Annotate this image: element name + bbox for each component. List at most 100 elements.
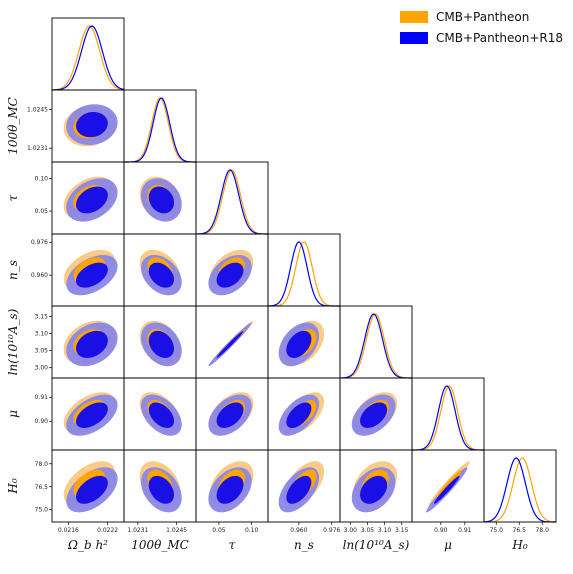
x-tick-label: 0.90: [434, 527, 448, 534]
x-tick-label: 0.05: [212, 527, 226, 534]
marginal-curve-cmb-pantheon-r18: [339, 313, 412, 379]
contour-68-cmb-pantheon-r18: [216, 475, 244, 504]
y-axis-label: μ: [6, 410, 20, 418]
panel-3-0: 0.960 0.976: [31, 233, 125, 307]
panel-4-3: [267, 305, 341, 379]
contours: [208, 249, 254, 296]
contours: [278, 392, 325, 436]
panel-4-0: 3.00 3.05 3.10 3.15: [35, 305, 125, 379]
legend-label: CMB+Pantheon+R18: [436, 30, 563, 45]
panel-4-1: [123, 305, 197, 379]
panel-3-2: [195, 233, 269, 307]
x-axis-label: n_s: [294, 538, 314, 552]
contours: [426, 461, 470, 513]
x-tick-label: 0.0216: [58, 527, 79, 534]
panel-1-1: [123, 89, 197, 163]
marginal-curve-cmb-pantheon-r18: [51, 25, 125, 91]
panel-6-4: 3.00 3.05 3.10 3.15: [339, 449, 413, 534]
panel-6-6: 75.0 76.5 78.0: [483, 449, 557, 534]
y-tick-label: 1.0231: [27, 145, 48, 152]
contour-68-cmb-pantheon-r18: [148, 475, 175, 504]
x-axis-label: H₀: [511, 538, 527, 552]
contours: [139, 320, 182, 367]
x-tick-label: 0.976: [323, 527, 340, 534]
marginal-curve-cmb-pantheon: [267, 241, 341, 307]
y-tick-label: 3.05: [35, 348, 49, 355]
contours: [139, 176, 182, 222]
panel-5-0: 0.90 0.91: [35, 377, 125, 451]
contour-68-cmb-pantheon-r18: [216, 330, 244, 358]
marginal-curve-cmb-pantheon: [51, 25, 125, 91]
y-tick-label: 3.10: [35, 330, 49, 337]
contours: [208, 320, 254, 367]
contours: [208, 461, 254, 513]
panel-0-0: [51, 17, 125, 91]
contours: [351, 461, 398, 513]
contour-68-cmb-pantheon-r18: [76, 111, 108, 138]
contours: [139, 461, 182, 513]
contours: [139, 392, 182, 436]
contours: [208, 392, 254, 436]
contour-68-cmb-pantheon-r18: [286, 475, 312, 504]
contours: [63, 320, 118, 367]
contours: [278, 320, 325, 367]
contour-68-cmb-pantheon-r18: [76, 402, 108, 428]
y-tick-label: 0.976: [31, 239, 48, 246]
contour-68-cmb-pantheon-r18: [76, 475, 108, 504]
contour-68-cmb-pantheon-r18: [76, 330, 108, 358]
y-tick-label: 1.0245: [27, 106, 48, 113]
contours: [63, 249, 118, 296]
panel-2-2: [195, 161, 269, 235]
panel-4-2: [195, 305, 269, 379]
x-tick-label: 78.0: [536, 527, 550, 534]
y-tick-label: 0.91: [35, 394, 49, 401]
marginal-curve-cmb-pantheon-r18: [124, 97, 197, 163]
legend-item-cmb-pantheon-r18: CMB+Pantheon+R18: [400, 27, 563, 48]
x-tick-label: 76.5: [513, 527, 527, 534]
y-tick-label: 0.10: [35, 175, 49, 182]
panel-1-0: 1.0231 1.0245: [27, 89, 125, 163]
marginal-curve-cmb-pantheon-r18: [195, 169, 268, 235]
legend-swatch-blue: [400, 31, 428, 44]
panel-5-1: [123, 377, 197, 451]
marginal-curve-cmb-pantheon: [483, 457, 557, 523]
x-tick-label: 0.10: [245, 527, 259, 534]
contours: [63, 392, 118, 436]
panel-6-1: 1.0231 1.0245: [123, 449, 197, 534]
panel-frame: [51, 17, 125, 91]
panel-6-0: 0.0216 0.0222 75.0 76.5 78.0: [35, 449, 125, 534]
contour-68-cmb-pantheon-r18: [76, 262, 108, 288]
legend: CMB+Pantheon CMB+Pantheon+R18: [400, 6, 563, 48]
contour-68-cmb-pantheon-r18: [434, 475, 460, 504]
contours: [278, 461, 325, 513]
y-tick-label: 75.0: [35, 507, 49, 514]
contours: [63, 176, 118, 222]
y-tick-label: 78.0: [35, 461, 49, 468]
contour-68-cmb-pantheon-r18: [216, 262, 244, 288]
panel-6-3: 0.960 0.976: [267, 449, 341, 534]
contour-68-cmb-pantheon-r18: [148, 186, 175, 214]
marginal-curve-cmb-pantheon: [195, 169, 269, 235]
contours: [63, 461, 118, 513]
panel-frame: [483, 449, 557, 523]
marginal-curve-cmb-pantheon-r18: [411, 385, 485, 451]
contour-68-cmb-pantheon-r18: [76, 186, 108, 214]
y-tick-label: 0.05: [35, 208, 49, 215]
panel-6-5: 0.90 0.91: [411, 449, 485, 534]
x-tick-label: 0.960: [290, 527, 307, 534]
y-tick-label: 3.00: [35, 365, 49, 372]
contour-68-cmb-pantheon-r18: [216, 402, 244, 428]
contours: [139, 249, 182, 296]
x-axis-label: 100θ_MC: [131, 538, 189, 552]
marginal-curve-cmb-pantheon: [124, 97, 196, 163]
marginal-curve-cmb-pantheon-r18: [483, 457, 556, 523]
x-tick-label: 75.0: [490, 527, 504, 534]
x-tick-label: 1.0231: [127, 527, 148, 534]
panel-3-1: [123, 233, 197, 307]
panel-frame: [411, 377, 485, 451]
x-tick-label: 3.05: [361, 527, 375, 534]
x-tick-label: 0.91: [458, 527, 472, 534]
contour-68-cmb-pantheon: [436, 469, 462, 498]
contour-68-cmb-pantheon-r18: [360, 475, 388, 504]
